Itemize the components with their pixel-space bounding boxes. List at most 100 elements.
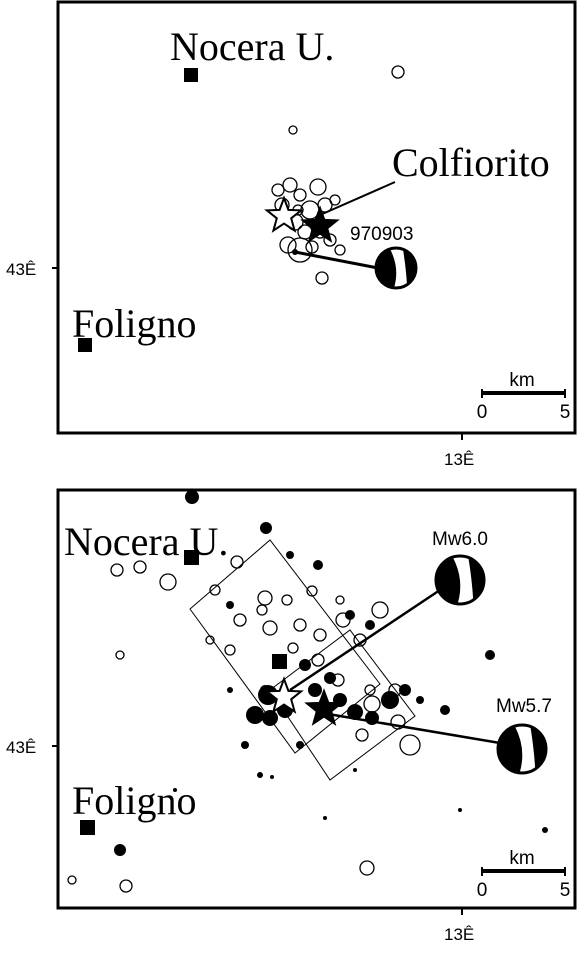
epicenter (287, 642, 299, 654)
epicenter (209, 584, 221, 596)
epicenter (306, 585, 318, 597)
epicenter-star (264, 195, 304, 233)
beachball-lobe (468, 557, 484, 600)
leader-line (294, 250, 379, 270)
epicenter (458, 808, 462, 812)
epicenter (305, 240, 319, 254)
epicenter (313, 628, 327, 642)
lon-label: 13Ê (444, 450, 474, 469)
epicenter-star (304, 688, 344, 726)
town-label: Foligno (72, 301, 196, 346)
epicenters (67, 490, 548, 893)
leader-line (289, 588, 441, 692)
epicenter (241, 741, 249, 749)
epicenter (313, 560, 323, 570)
epicenter (323, 816, 327, 820)
epicenter (309, 178, 327, 196)
beachball-lobe (497, 726, 523, 773)
epicenter (345, 610, 355, 620)
epicenter (353, 768, 357, 772)
epicenter (271, 183, 285, 197)
beachball-lobe (403, 249, 416, 285)
map-frame (56, 0, 577, 435)
epicenter (226, 601, 234, 609)
beachball-lobe (530, 726, 546, 769)
beachball-lobe (435, 557, 461, 604)
epicenter (115, 650, 125, 660)
epicenter (260, 522, 272, 534)
epicenter (286, 551, 294, 559)
town-marker (80, 820, 95, 835)
epicenter (391, 65, 405, 79)
scale-tick: 0 (477, 880, 488, 901)
epicenter (317, 197, 333, 213)
epicenter (329, 194, 341, 206)
epicenter (293, 618, 307, 632)
map-frame (56, 488, 577, 910)
epicenter (233, 613, 247, 627)
epicenter (173, 788, 177, 792)
epicenter (324, 672, 336, 684)
epicenter (67, 875, 77, 885)
epicenter (246, 706, 264, 724)
epicenter (308, 683, 322, 697)
scale-unit: km (509, 370, 534, 391)
epicenter (359, 860, 375, 876)
epicenter (371, 601, 389, 619)
epicenter (205, 635, 215, 645)
town-label: Foligno (72, 778, 196, 823)
epicenter (355, 728, 369, 742)
epicenter (381, 691, 399, 709)
epicenter (353, 633, 367, 647)
epicenter (257, 772, 263, 778)
epicenter (542, 827, 548, 833)
epicenter (292, 249, 298, 255)
epicenter-star (300, 205, 340, 243)
epicenter (365, 711, 379, 725)
epicenter (256, 604, 268, 616)
epicenter-star (264, 676, 304, 714)
fault-box (269, 629, 416, 781)
focal-mechanism (434, 554, 548, 775)
epicenter (270, 775, 274, 779)
epicenter (282, 177, 298, 193)
epicenter (296, 741, 304, 749)
epicenter (299, 659, 311, 671)
epicenter (262, 620, 278, 636)
epicenter (288, 125, 298, 135)
epicenter (347, 704, 363, 720)
scale-tick: 0 (477, 402, 488, 423)
epicenter (365, 620, 375, 630)
epicenter (230, 555, 244, 569)
epicenter (185, 490, 199, 504)
epicenter (281, 594, 293, 606)
epicenter (364, 684, 376, 696)
epicenter (390, 714, 406, 730)
epicenter (399, 684, 411, 696)
epicenter (416, 696, 424, 704)
epicenter (159, 573, 177, 591)
epicenter (485, 650, 495, 660)
epicenter (363, 695, 381, 713)
leader-line (319, 181, 396, 216)
lat-label: 43Ê (6, 260, 36, 279)
fault-box (189, 539, 381, 754)
beachball-lobe (375, 249, 397, 288)
scale-bar: km 0 5 (477, 370, 571, 423)
town-label: Nocera U. (170, 24, 334, 69)
epicenter (227, 687, 233, 693)
epicenter (315, 271, 329, 285)
epicenter (114, 844, 126, 856)
epicenter (257, 590, 273, 606)
epicenters (264, 65, 405, 285)
lon-label: 13Ê (444, 925, 474, 944)
town-marker (78, 338, 92, 352)
epicenter (440, 705, 450, 715)
magnitude-label: Mw6.0 (432, 529, 488, 550)
town-marker (272, 654, 287, 669)
epicenter (110, 563, 124, 577)
epicenter (335, 595, 345, 605)
epicenter (133, 560, 147, 574)
